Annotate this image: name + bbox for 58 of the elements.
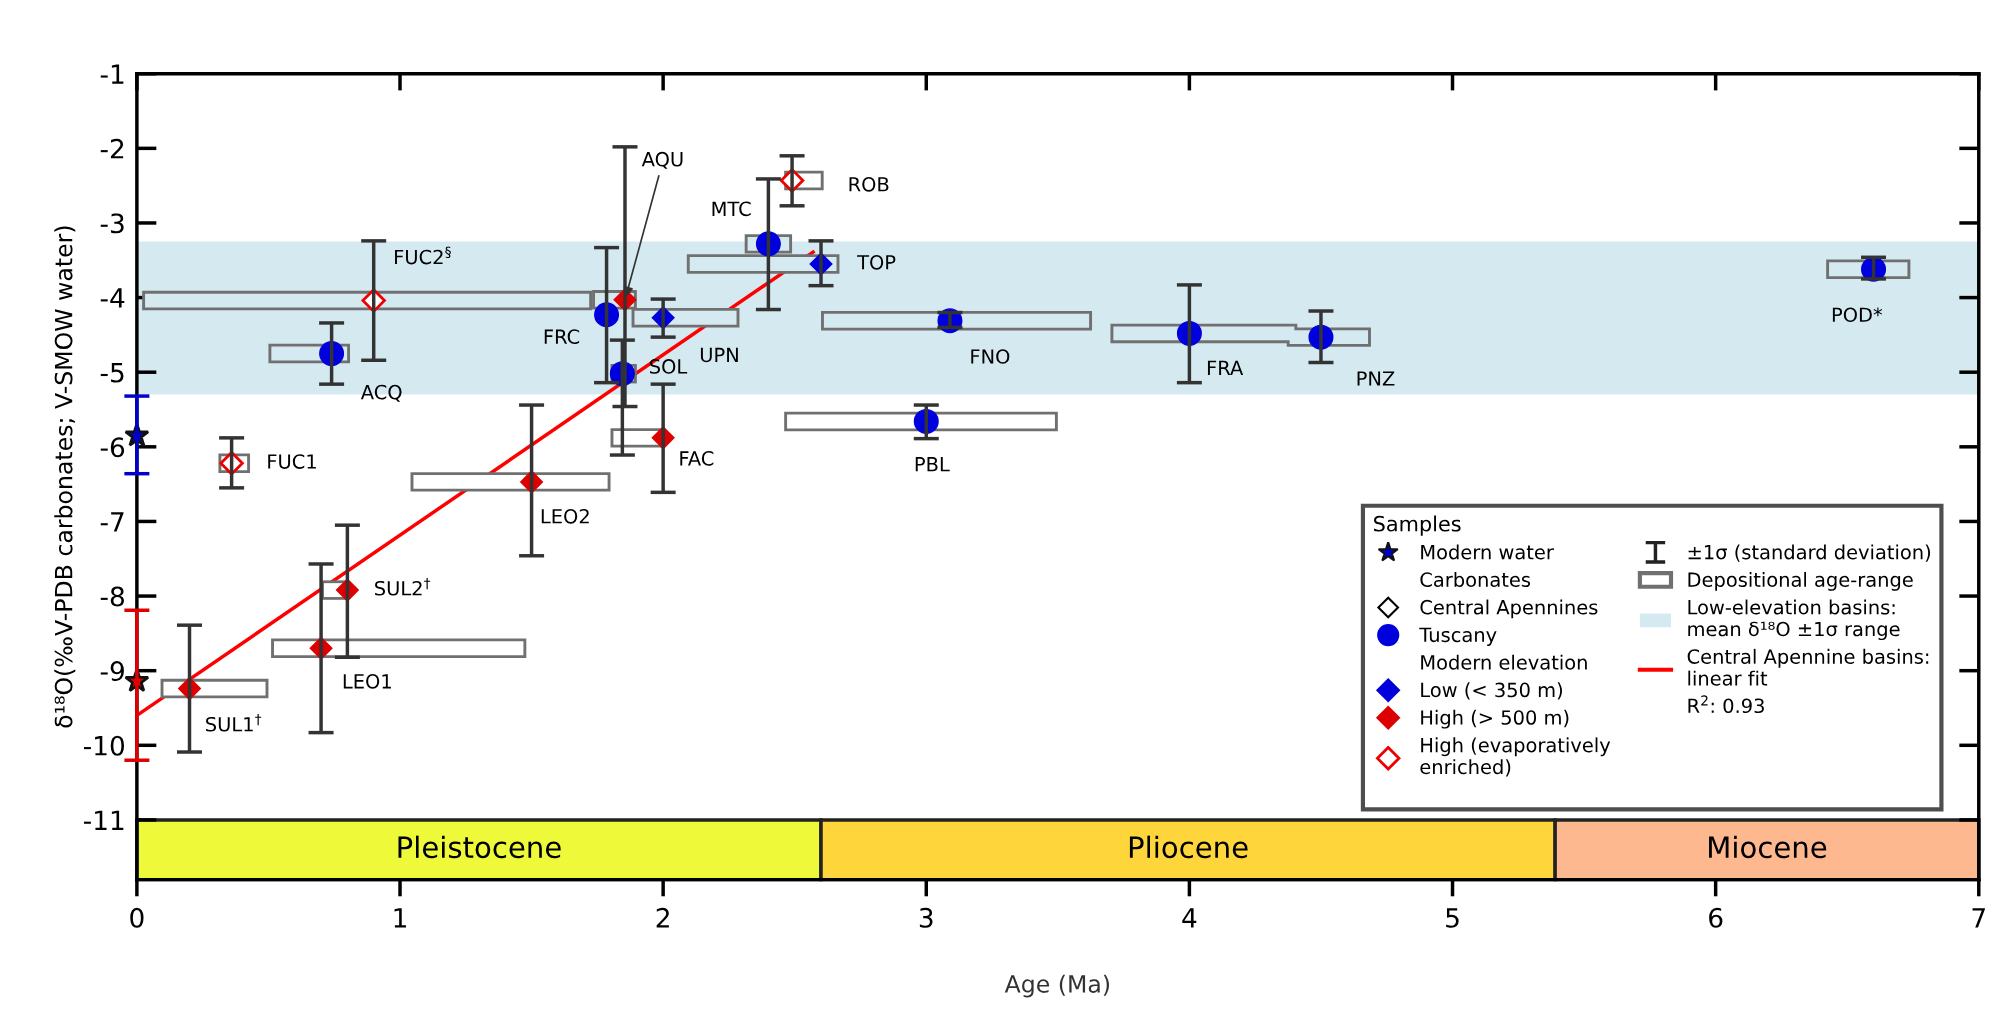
annotation: PNZ (1357, 371, 1395, 386)
band-label: Miocene (1709, 835, 1827, 859)
annotation: POD* (1832, 307, 1883, 323)
y-tick-label: -3 (100, 213, 124, 234)
annotation: Carbonates (1420, 571, 1531, 587)
annotation: ACQ (360, 384, 402, 402)
legend-label: High (> 500 m) (1421, 709, 1569, 729)
legend-label: Low-elevation basins: mean δ¹⁸O ±1σ range (1688, 599, 1900, 641)
annotation: SUL2$^{†}$ (375, 577, 431, 596)
annotation: FUC2$^{§}$ (395, 246, 451, 265)
annotation: SOL (650, 359, 688, 374)
annotation: Depositional age-range (1688, 571, 1913, 591)
x-tick-label: 1 (394, 908, 406, 928)
annotation: FUC1 (268, 454, 316, 469)
x-tick-label: 2 (656, 907, 669, 928)
y-tick-label: -7 (100, 512, 124, 532)
annotation: FRC (544, 329, 580, 344)
x-tick-label: 0 (130, 907, 144, 928)
band-label: Pleistocene (398, 835, 561, 859)
y-tick-label: -11 (83, 810, 124, 830)
annotation: SUL1$^{†}$ (206, 713, 262, 732)
y-tick-label: -9 (100, 661, 124, 682)
annotation: FRA (1207, 360, 1244, 375)
y-tick-label: -8 (100, 586, 124, 607)
annotation: PBL (915, 457, 950, 472)
annotation: AQU (641, 151, 683, 169)
legend-label: Low (< 350 m) (1421, 682, 1562, 700)
x-tick-label: 6 (1709, 907, 1723, 928)
y-tick-label: -6 (100, 437, 125, 458)
x-tick-label: 4 (1182, 908, 1197, 928)
annotation: ROB (849, 176, 889, 192)
annotation: MTC (712, 201, 751, 217)
legend-label: Modern water (1421, 544, 1554, 560)
y-tick-label: -4 (100, 288, 125, 308)
y-tick-label: -10 (83, 735, 125, 756)
legend-label: High (evaporatively enriched) (1420, 737, 1611, 777)
annotation: FAC (680, 451, 714, 466)
annotation: TOP (857, 254, 896, 270)
x-axis-title: Age (Ma) (1004, 974, 1110, 998)
legend-title: Samples (1374, 515, 1461, 536)
annotation: ±1σ (standard deviation) (1688, 544, 1931, 562)
annotation: Modern elevation (1421, 654, 1587, 670)
x-tick-label: 3 (919, 907, 933, 928)
annotation: LEO1 (343, 673, 391, 689)
y-axis-title: δ¹⁸O(‰V-PDB carbonates; V-SMOW water) (54, 226, 76, 728)
annotation: Central Apennines (1420, 599, 1598, 619)
legend-label: Tuscany (1419, 627, 1497, 646)
annotation: FNO (971, 349, 1010, 364)
x-tick-label: 7 (1972, 908, 1985, 928)
y-tick-label: -2 (100, 138, 124, 159)
annotation: R$^{2}$: 0.93 (1688, 695, 1764, 714)
band-label: Pliocene (1129, 835, 1248, 859)
y-tick-label: -5 (100, 362, 124, 383)
legend-label: Central Apennine basins: linear fit (1687, 648, 1929, 686)
annotation: LEO2 (541, 508, 589, 524)
y-tick-label: -1 (100, 64, 124, 84)
annotation: UPN (700, 347, 738, 363)
x-tick-label: 5 (1446, 908, 1459, 928)
